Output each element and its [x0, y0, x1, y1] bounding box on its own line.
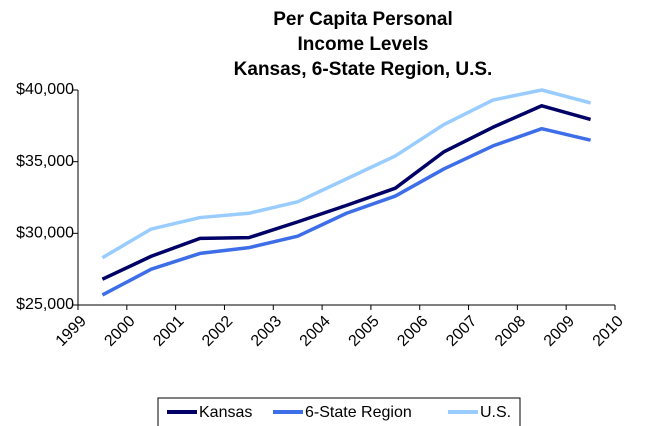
chart-title: Income Levels — [298, 34, 429, 55]
series-line — [101, 104, 592, 281]
x-tick-label: 2001 — [150, 313, 187, 350]
x-tick-label: 2000 — [101, 313, 138, 350]
x-tick-label: 2002 — [199, 313, 236, 350]
chart-title: Kansas, 6-State Region, U.S. — [234, 59, 493, 80]
x-tick-label: 2010 — [590, 313, 627, 350]
y-tick-label: $35,000 — [16, 153, 74, 170]
x-tick-label: 2008 — [492, 313, 529, 350]
legend-label: Kansas — [199, 404, 252, 421]
x-tick-label: 2004 — [297, 313, 334, 350]
legend-label: U.S. — [480, 404, 511, 421]
series-line — [101, 126, 591, 297]
x-tick-label: 1999 — [53, 313, 90, 350]
series-line — [101, 88, 592, 260]
y-tick-label: $30,000 — [16, 225, 74, 242]
x-tick-label: 2005 — [346, 313, 383, 350]
legend-label: 6-State Region — [305, 404, 412, 421]
legend: Kansas 6-State Region U.S. — [157, 397, 521, 426]
x-tick-label: 2009 — [541, 313, 578, 350]
x-tick-label: 2007 — [443, 313, 480, 350]
y-tick-label: $25,000 — [16, 296, 74, 313]
x-tick-label: 2006 — [394, 313, 431, 350]
y-tick-label: $40,000 — [16, 81, 74, 98]
x-tick-label: 2003 — [248, 313, 285, 350]
chart-title: Per Capita Personal — [273, 9, 453, 30]
